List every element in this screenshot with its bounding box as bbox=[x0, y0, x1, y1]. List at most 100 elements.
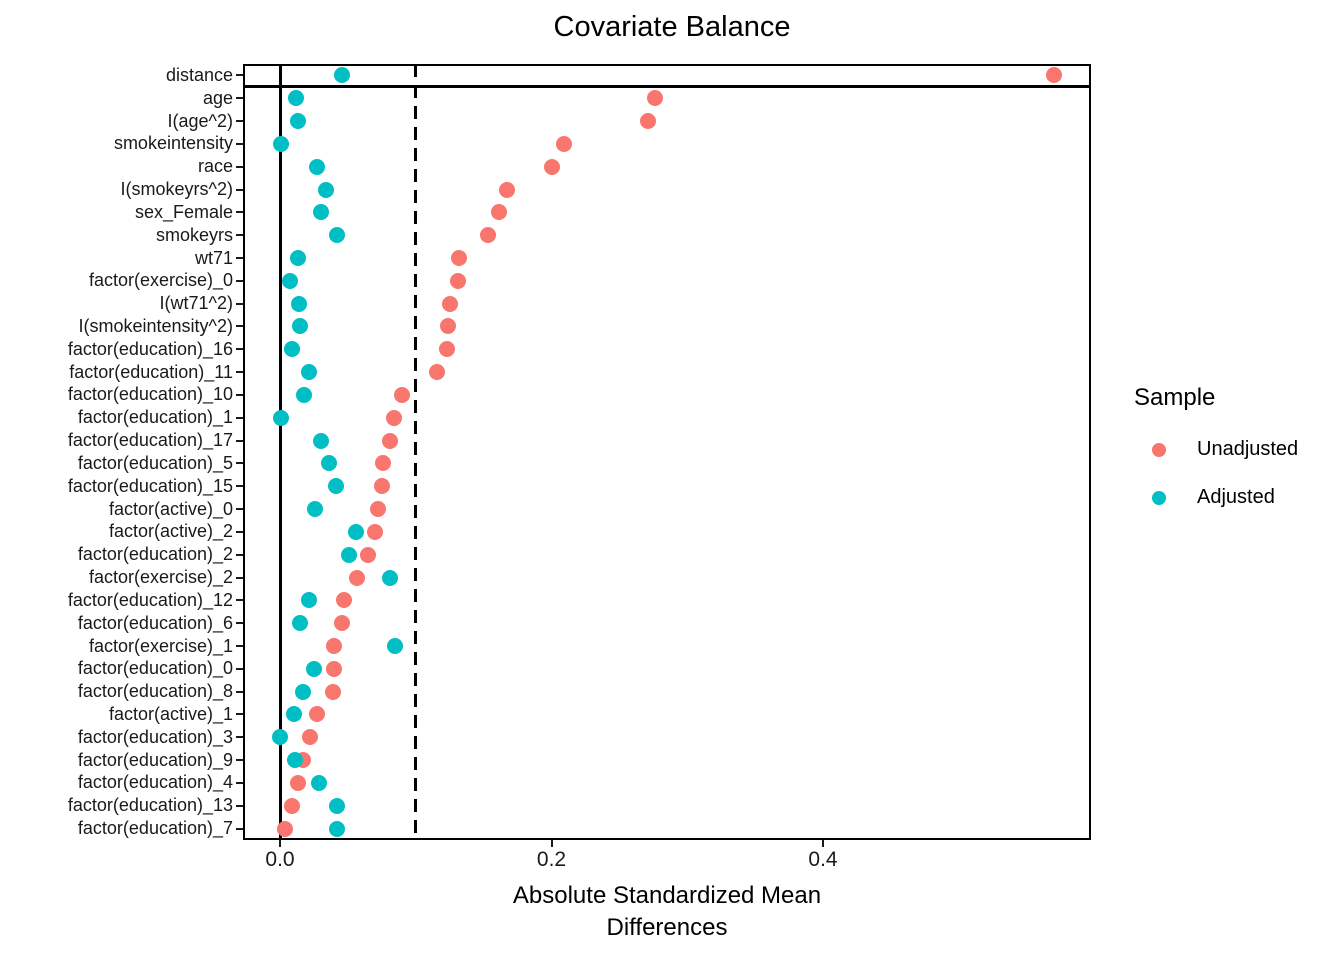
y-axis-label: factor(education)_9 bbox=[77, 749, 233, 770]
y-tick-mark bbox=[236, 690, 243, 693]
y-tick-mark bbox=[236, 462, 243, 465]
y-axis-label: factor(education)_1 bbox=[77, 407, 233, 428]
data-point-adjusted bbox=[285, 706, 302, 723]
y-axis-label: factor(education)_7 bbox=[77, 818, 233, 839]
y-tick-mark bbox=[236, 827, 243, 830]
data-point-adjusted bbox=[348, 523, 365, 540]
data-point-unadjusted bbox=[639, 113, 656, 130]
y-tick-mark bbox=[236, 439, 243, 442]
y-tick-mark bbox=[236, 485, 243, 488]
data-point-unadjusted bbox=[1045, 67, 1062, 84]
y-tick-mark bbox=[236, 120, 243, 123]
data-point-unadjusted bbox=[451, 250, 468, 266]
data-point-unadjusted bbox=[543, 158, 560, 175]
data-point-adjusted bbox=[311, 774, 328, 791]
y-axis-label: sex_Female bbox=[134, 201, 233, 222]
y-axis-label: I(age^2) bbox=[167, 110, 233, 131]
x-axis-title-line1: Absolute Standardized Mean bbox=[512, 882, 822, 909]
y-tick-mark bbox=[236, 325, 243, 328]
y-axis-label: I(smokeintensity^2) bbox=[78, 315, 234, 336]
data-point-adjusted bbox=[296, 386, 313, 403]
data-point-unadjusted bbox=[490, 204, 507, 221]
legend-item-adjusted: Adjusted bbox=[1134, 486, 1334, 510]
y-axis-label: factor(education)_13 bbox=[67, 795, 233, 816]
data-point-adjusted bbox=[281, 272, 298, 289]
data-point-adjusted bbox=[273, 135, 290, 152]
y-axis-label: factor(active)_0 bbox=[108, 498, 233, 519]
data-point-unadjusted bbox=[324, 683, 341, 700]
data-point-unadjusted bbox=[334, 615, 351, 632]
data-point-adjusted bbox=[295, 683, 312, 700]
y-axis-label: factor(education)_5 bbox=[77, 452, 233, 473]
adjusted-dot-icon bbox=[1152, 491, 1166, 505]
y-tick-mark bbox=[236, 736, 243, 739]
data-point-adjusted bbox=[329, 820, 345, 837]
y-tick-mark bbox=[236, 257, 243, 259]
y-axis-label: age bbox=[202, 87, 233, 108]
y-axis-label: wt71 bbox=[194, 247, 233, 268]
y-tick-mark bbox=[236, 279, 243, 282]
data-point-unadjusted bbox=[367, 523, 384, 540]
y-tick-mark bbox=[236, 211, 243, 214]
y-axis-label: factor(education)_8 bbox=[77, 681, 233, 702]
data-point-adjusted bbox=[387, 638, 404, 654]
y-tick-mark bbox=[236, 599, 243, 602]
data-point-adjusted bbox=[292, 318, 309, 335]
x-axis-title-line2: Differences bbox=[606, 914, 728, 941]
y-tick-mark bbox=[236, 576, 243, 579]
data-point-adjusted bbox=[312, 204, 329, 221]
data-point-adjusted bbox=[289, 113, 306, 130]
data-point-adjusted bbox=[318, 181, 335, 198]
plot-panel bbox=[243, 64, 1091, 840]
y-axis-label: factor(education)_11 bbox=[69, 361, 233, 382]
y-axis-label: factor(exercise)_1 bbox=[88, 635, 233, 656]
data-point-adjusted bbox=[273, 409, 290, 426]
legend-label-unadjusted: Unadjusted bbox=[1197, 438, 1299, 460]
data-point-unadjusted bbox=[301, 729, 318, 746]
y-axis-label: I(wt71^2) bbox=[159, 293, 233, 314]
y-tick-mark bbox=[236, 781, 243, 784]
y-tick-mark bbox=[236, 713, 243, 716]
data-point-unadjusted bbox=[369, 501, 386, 518]
data-point-unadjusted bbox=[386, 409, 403, 426]
y-tick-mark bbox=[236, 530, 243, 533]
data-point-unadjusted bbox=[438, 341, 455, 358]
x-tick-mark bbox=[822, 840, 824, 847]
data-point-unadjusted bbox=[449, 272, 466, 289]
chart-title: Covariate Balance bbox=[553, 11, 791, 43]
y-axis-label: factor(education)_16 bbox=[67, 338, 233, 359]
y-tick-mark bbox=[236, 371, 243, 374]
y-tick-mark bbox=[236, 553, 243, 556]
data-point-unadjusted bbox=[289, 774, 306, 791]
legend-title: Sample bbox=[1134, 384, 1216, 411]
data-point-unadjusted bbox=[335, 592, 352, 609]
y-tick-mark bbox=[236, 348, 243, 351]
data-point-unadjusted bbox=[440, 318, 457, 335]
data-point-adjusted bbox=[286, 752, 303, 769]
data-point-unadjusted bbox=[394, 386, 411, 403]
data-point-unadjusted bbox=[441, 295, 458, 312]
threshold-dashed-line bbox=[414, 64, 418, 840]
y-tick-mark bbox=[236, 759, 243, 762]
data-point-adjusted bbox=[272, 729, 288, 746]
data-point-unadjusted bbox=[326, 660, 343, 677]
data-point-adjusted bbox=[284, 341, 301, 358]
y-axis-label: factor(education)_3 bbox=[77, 726, 233, 747]
unadjusted-dot-icon bbox=[1152, 443, 1166, 457]
data-point-adjusted bbox=[300, 364, 317, 381]
y-axis-label: smokeyrs bbox=[155, 224, 233, 245]
data-point-unadjusted bbox=[277, 820, 294, 837]
y-axis-label: smokeintensity bbox=[113, 133, 233, 154]
data-point-unadjusted bbox=[375, 455, 392, 472]
data-point-adjusted bbox=[334, 67, 351, 84]
data-point-adjusted bbox=[305, 660, 322, 677]
data-point-adjusted bbox=[288, 90, 305, 107]
y-tick-mark bbox=[236, 234, 243, 237]
y-axis-label: I(smokeyrs^2) bbox=[120, 179, 233, 200]
data-point-adjusted bbox=[308, 158, 325, 175]
y-axis-label: factor(education)_17 bbox=[67, 430, 233, 451]
y-axis-label: factor(education)_10 bbox=[67, 384, 233, 405]
y-axis-label: factor(education)_0 bbox=[77, 658, 233, 679]
y-axis-label: factor(education)_12 bbox=[67, 589, 233, 610]
